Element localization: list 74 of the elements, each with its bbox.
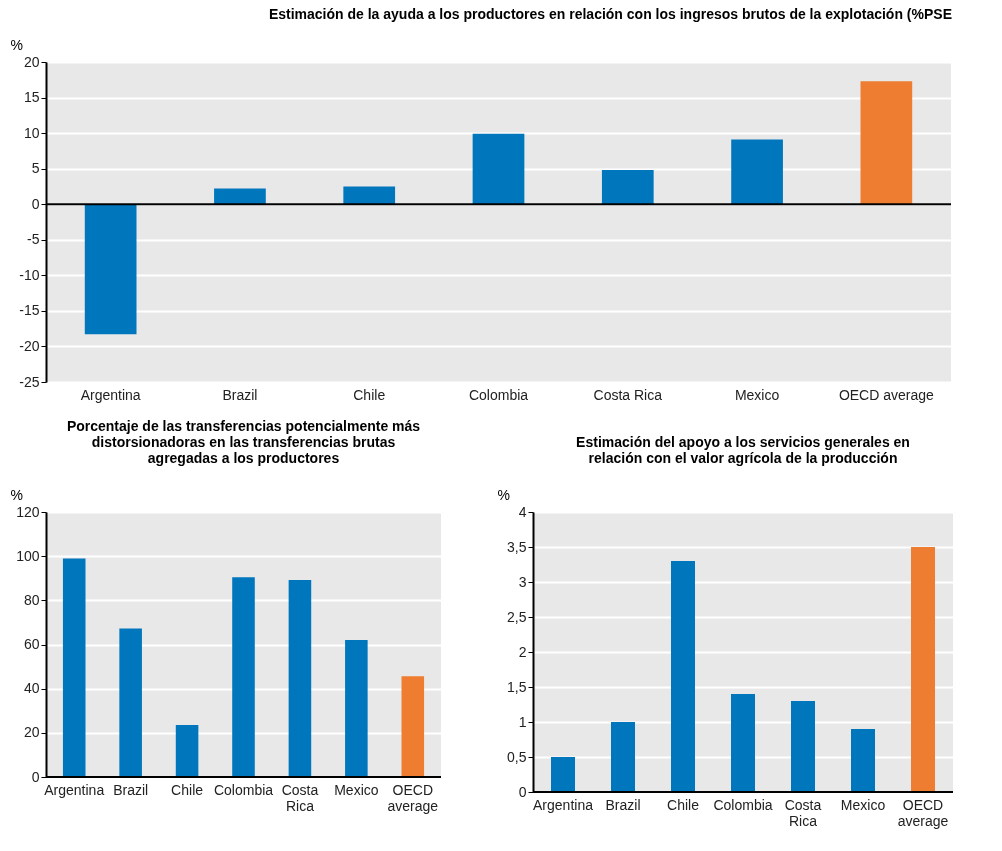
y-tick-label: 20 — [23, 724, 40, 741]
y-tick-label: 3 — [518, 573, 527, 590]
chart-title: Estimación de la ayuda a los productores en relación con los ingresos brutos de la explotación (%PSE — [268, 6, 952, 22]
y-tick-label: 1,5 — [507, 678, 527, 695]
y-tick-label: -20 — [19, 337, 40, 354]
x-tick-label: Chile — [171, 781, 204, 798]
bar — [232, 577, 255, 777]
bar — [851, 729, 875, 792]
y-tick-label: 0 — [31, 195, 40, 212]
y-axis-title: % — [10, 486, 23, 503]
y-tick-label: 5 — [31, 160, 40, 177]
bar — [472, 133, 525, 205]
x-tick-label: Mexico — [840, 796, 886, 813]
x-tick-label: Argentina — [44, 781, 105, 798]
bar — [611, 722, 635, 792]
x-tick-label: Colombia — [213, 781, 274, 798]
y-tick-label: 4 — [518, 503, 527, 520]
y-tick-label: 1 — [518, 713, 527, 730]
bar — [731, 139, 783, 205]
y-tick-label: 3,5 — [507, 538, 527, 555]
y-tick-label: 2 — [518, 643, 527, 660]
x-tick-label: Costa Rica — [784, 796, 822, 829]
y-tick-label: 80 — [23, 591, 40, 608]
bar — [791, 701, 815, 792]
y-tick-label: -25 — [19, 373, 40, 390]
chart-title: Porcentaje de las transferencias potencialmente más distorsionadoras en las transferencias brutas agregadas a los productores — [66, 418, 421, 466]
bar — [175, 725, 199, 777]
y-axis-title: % — [10, 36, 23, 53]
bar — [84, 204, 137, 335]
x-tick-label: Chile — [353, 386, 386, 403]
y-tick-label: 20 — [23, 53, 40, 70]
y-tick-label: 2,5 — [507, 608, 527, 625]
x-tick-label: OECD average — [838, 386, 935, 403]
x-tick-label: OECD average — [897, 796, 949, 829]
y-tick-label: 15 — [23, 89, 40, 106]
bar — [731, 694, 755, 792]
y-tick-label: 120 — [16, 503, 40, 520]
bar — [119, 628, 142, 777]
x-tick-label: Colombia — [468, 386, 529, 403]
x-tick-label: Mexico — [334, 781, 379, 798]
y-tick-label: 0 — [518, 783, 527, 800]
bar — [551, 757, 575, 792]
bar — [62, 558, 86, 777]
y-tick-label: 0,5 — [507, 748, 527, 765]
bar — [671, 561, 695, 792]
y-tick-label: -5 — [27, 231, 40, 248]
x-tick-label: Argentina — [533, 796, 594, 813]
x-tick-label: Brazil — [222, 386, 258, 403]
x-tick-label: Argentina — [80, 386, 141, 403]
bar — [288, 580, 312, 777]
bar — [343, 186, 396, 205]
x-tick-label: OECD average — [387, 781, 439, 814]
y-tick-label: 0 — [31, 768, 40, 785]
x-tick-label: Costa Rica — [593, 386, 663, 403]
x-tick-label: Chile — [667, 796, 700, 813]
x-tick-label: Brazil — [113, 781, 149, 798]
x-tick-label: Colombia — [713, 796, 773, 813]
y-tick-label: 10 — [23, 124, 40, 141]
chart-title: Estimación del apoyo a los servicios generales en relación con el valor agrícola de la producción — [576, 434, 910, 466]
y-axis-title: % — [497, 486, 510, 503]
bar — [345, 640, 368, 777]
y-tick-label: 40 — [23, 680, 40, 697]
bar — [911, 547, 935, 792]
y-tick-label: -10 — [19, 266, 40, 283]
bar — [601, 170, 654, 205]
x-tick-label: Mexico — [734, 386, 780, 403]
y-tick-label: 60 — [23, 636, 40, 652]
x-tick-label: Costa Rica — [281, 781, 319, 814]
x-tick-label: Brazil — [605, 796, 641, 813]
bar — [401, 676, 425, 777]
y-tick-label: 100 — [16, 547, 40, 564]
y-tick-label: -15 — [19, 302, 40, 319]
bar — [860, 81, 913, 205]
bar — [214, 188, 266, 205]
